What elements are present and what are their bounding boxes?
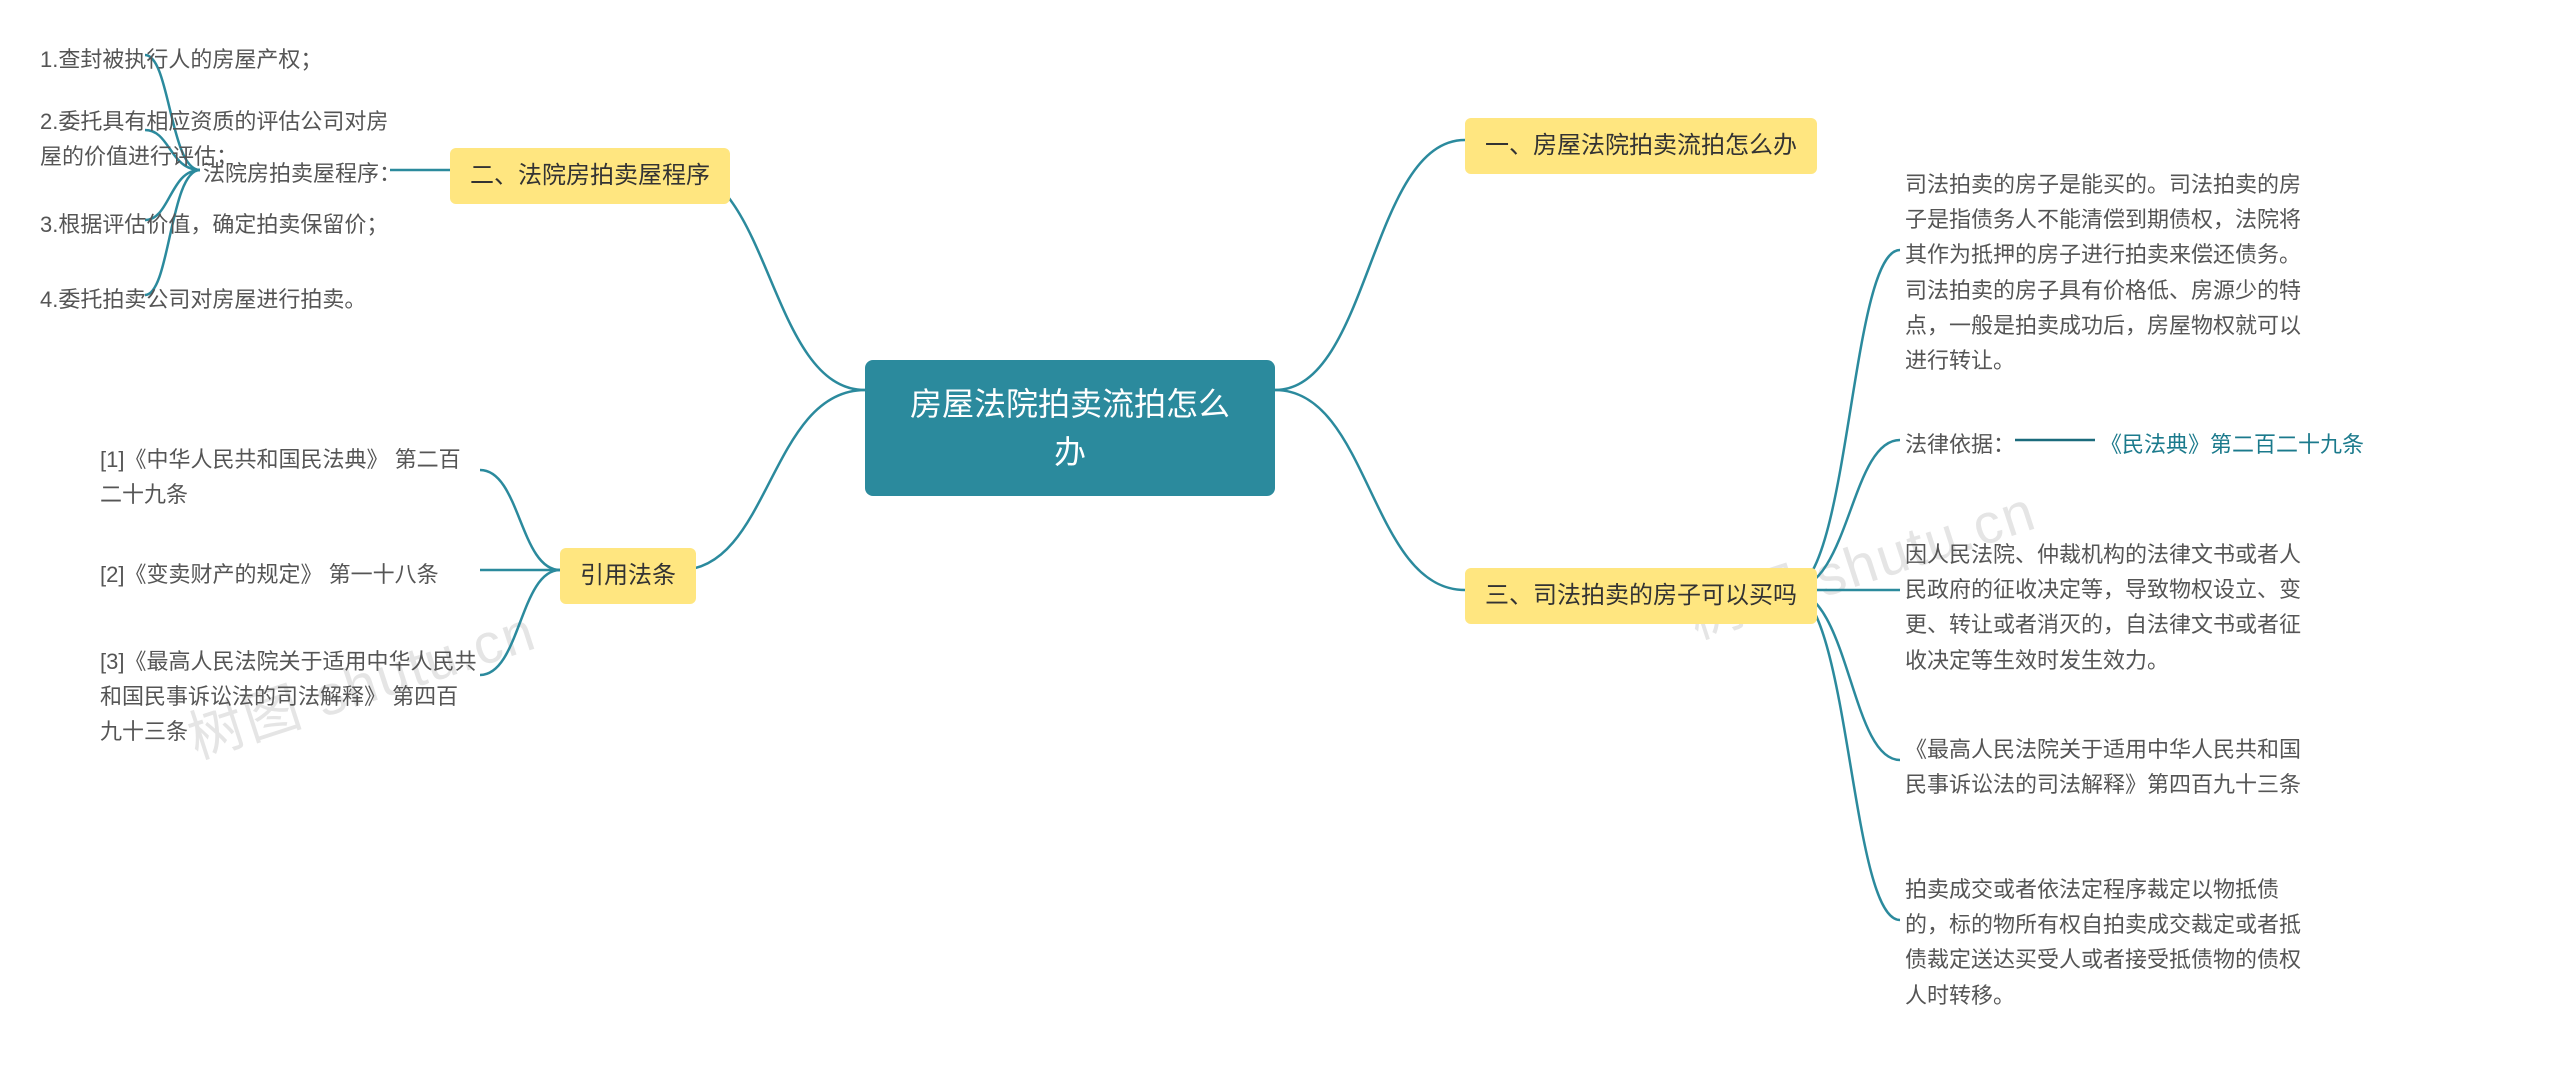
branch-lref: 引用法条	[560, 548, 696, 604]
leaf-l2-2: 3.根据评估价值，确定拍卖保留价；	[40, 203, 400, 246]
branch-r3: 三、司法拍卖的房子可以买吗	[1465, 568, 1817, 624]
leaf-l2-3: 4.委托拍卖公司对房屋进行拍卖。	[40, 278, 400, 321]
branch-l2: 二、法院房拍卖屋程序	[450, 148, 730, 204]
leaf-r3-1-label: 法律依据：	[1905, 423, 2015, 466]
leaf-r3-4: 拍卖成交或者依法定程序裁定以物抵债的，标的物所有权自拍卖成交裁定或者抵债裁定送达…	[1905, 868, 2305, 1017]
leaf-l2-1: 2.委托具有相应资质的评估公司对房屋的价值进行评估；	[40, 100, 400, 178]
leaf-lref-0: [1]《中华人民共和国民法典》 第二百二十九条	[100, 438, 480, 516]
leaf-l2-0: 1.查封被执行人的房屋产权；	[40, 38, 400, 81]
leaf-r3-2: 因人民法院、仲裁机构的法律文书或者人民政府的征收决定等，导致物权设立、变更、转让…	[1905, 533, 2305, 682]
root-node: 房屋法院拍卖流拍怎么办	[865, 360, 1275, 496]
leaf-r3-0: 司法拍卖的房子是能买的。司法拍卖的房子是指债务人不能清偿到期债权，法院将其作为抵…	[1905, 163, 2305, 382]
leaf-r3-1-link: 《民法典》第二百二十九条	[2100, 423, 2364, 466]
leaf-lref-1: [2]《变卖财产的规定》 第一十八条	[100, 553, 480, 596]
branch-r1: 一、房屋法院拍卖流拍怎么办	[1465, 118, 1817, 174]
leaf-lref-2: [3]《最高人民法院关于适用中华人民共和国民事诉讼法的司法解释》 第四百九十三条	[100, 640, 480, 754]
leaf-r3-3: 《最高人民法院关于适用中华人民共和国民事诉讼法的司法解释》第四百九十三条	[1905, 728, 2305, 806]
